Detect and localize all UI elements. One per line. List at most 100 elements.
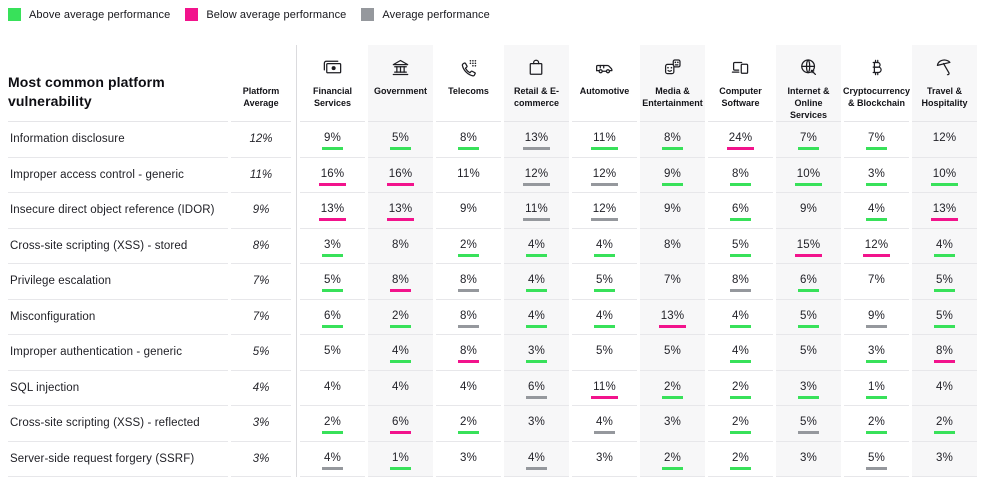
value-cell: 3% — [504, 335, 569, 371]
value-cell: 4% — [572, 300, 637, 335]
legend-label: Average performance — [382, 8, 490, 21]
table-title-header: Most common platform vulnerability — [8, 45, 228, 122]
value-cell: 6% — [708, 193, 773, 229]
value-cell: 2% — [300, 406, 365, 442]
value-cell: 4% — [844, 193, 909, 229]
column-label: Internet & Online Services — [787, 85, 830, 120]
column-label: Retail & E-commerce — [513, 86, 560, 109]
value-cell: 12% — [912, 122, 977, 158]
cell-value: 4% — [525, 452, 548, 470]
value-cell: 9% — [436, 193, 501, 229]
cell-value: 4% — [935, 380, 954, 393]
cell-value: 6% — [321, 310, 344, 328]
value-cell: 4% — [504, 442, 569, 477]
value-cell: 9% — [776, 193, 841, 229]
column-computer-software: Computer Software 24% 8% 6% 5% 8% 4% 4% 2% 2% 2% — [708, 45, 773, 477]
bitcoin-icon — [865, 54, 888, 81]
cell-value: 5% — [933, 310, 956, 328]
column-header-automotive: Automotive — [572, 45, 637, 122]
legend-item-above: Above average performance — [8, 8, 170, 21]
row-label: Cross-site scripting (XSS) - reflected — [8, 406, 228, 442]
column-header-internet-online-services: Internet & Online Services — [776, 45, 841, 122]
value-cell: 5% — [912, 300, 977, 335]
value-cell: 7% — [640, 264, 705, 300]
cell-value: 2% — [457, 416, 480, 435]
cell-value: 16% — [318, 168, 347, 186]
column-header-computer-software: Computer Software — [708, 45, 773, 122]
cell-value: 15% — [794, 239, 823, 257]
table-title: Most common platform vulnerability — [8, 74, 165, 109]
cell-value: 5% — [797, 310, 820, 328]
cell-value: 6% — [729, 203, 752, 222]
cell-value: 1% — [865, 381, 888, 399]
value-cell: 11% — [504, 193, 569, 229]
cell-value: 13% — [658, 310, 687, 328]
value-cell: 2% — [708, 442, 773, 477]
cell-value: 12% — [590, 203, 619, 222]
legend-chip-below — [185, 8, 199, 21]
cell-value: 9% — [661, 168, 684, 186]
cell-value: 11% — [591, 132, 618, 151]
column-header-financial-services: Financial Services — [300, 45, 365, 122]
cell-value: 13% — [318, 203, 347, 222]
column-travel-hospitality: Travel & Hospitality 12% 10% 13% 4% 5% 5% 8% 4% 2… — [912, 45, 977, 477]
value-cell: 9% — [640, 158, 705, 193]
shopping-bag-icon — [525, 54, 548, 81]
cell-value: 2% — [933, 416, 956, 435]
cell-value: 9% — [865, 310, 888, 328]
cell-value: 12% — [522, 168, 551, 186]
value-cell: 9% — [300, 122, 365, 158]
value-cell: 6% — [504, 371, 569, 406]
cell-value: 5% — [593, 274, 616, 293]
platform-average-value: 11% — [231, 158, 291, 193]
value-cell: 8% — [436, 264, 501, 300]
cell-value: 4% — [593, 310, 616, 328]
value-cell: 5% — [572, 264, 637, 300]
value-cell: 3% — [912, 442, 977, 477]
cell-value: 7% — [867, 274, 886, 287]
column-label: Automotive — [579, 86, 630, 96]
value-cell: 8% — [912, 335, 977, 371]
cell-value: 3% — [865, 168, 888, 186]
platform-average-value: 4% — [231, 371, 291, 406]
cell-value: 2% — [729, 381, 752, 399]
value-cell: 1% — [844, 371, 909, 406]
column-header-retail-e-commerce: Retail & E-commerce — [504, 45, 569, 122]
column-government: Government 5% 16% 13% 8% 8% 2% 4% 4% 6% 1% — [368, 45, 433, 477]
cell-value: 9% — [799, 203, 818, 216]
column-header-government: Government — [368, 45, 433, 122]
value-cell: 13% — [504, 122, 569, 158]
cell-value: 2% — [729, 452, 752, 470]
value-cell: 7% — [844, 122, 909, 158]
cell-value: 3% — [797, 381, 820, 399]
platform-average-value: 7% — [231, 300, 291, 335]
cell-value: 8% — [457, 132, 480, 151]
column-label: Media & Entertainment — [642, 86, 703, 109]
platform-average-value: 9% — [231, 193, 291, 229]
cell-value: 8% — [933, 345, 956, 364]
cell-value: 4% — [321, 452, 344, 470]
cell-value: 6% — [525, 381, 548, 399]
row-label: Server-side request forgery (SSRF) — [8, 442, 228, 477]
value-cell: 5% — [776, 406, 841, 442]
value-cell: 5% — [300, 264, 365, 300]
value-cell: 12% — [572, 158, 637, 193]
cell-value: 5% — [865, 452, 888, 470]
cell-value: 2% — [389, 310, 412, 328]
row-label: SQL injection — [8, 371, 228, 406]
row-label: Privilege escalation — [8, 264, 228, 300]
cell-value: 4% — [593, 416, 616, 435]
cell-value: 12% — [932, 132, 957, 145]
value-cell: 3% — [504, 406, 569, 442]
value-cell: 2% — [844, 406, 909, 442]
cell-value: 5% — [321, 274, 344, 293]
cell-value: 3% — [459, 451, 478, 464]
value-cell: 15% — [776, 229, 841, 264]
row-label: Improper authentication - generic — [8, 335, 228, 371]
globe-cursor-icon — [797, 54, 820, 81]
cell-value: 11% — [523, 203, 550, 222]
cell-value: 10% — [794, 168, 823, 186]
vulnerability-table: Most common platform vulnerability Infor… — [8, 45, 977, 477]
cell-value: 8% — [389, 274, 412, 293]
cell-value: 5% — [729, 239, 752, 257]
